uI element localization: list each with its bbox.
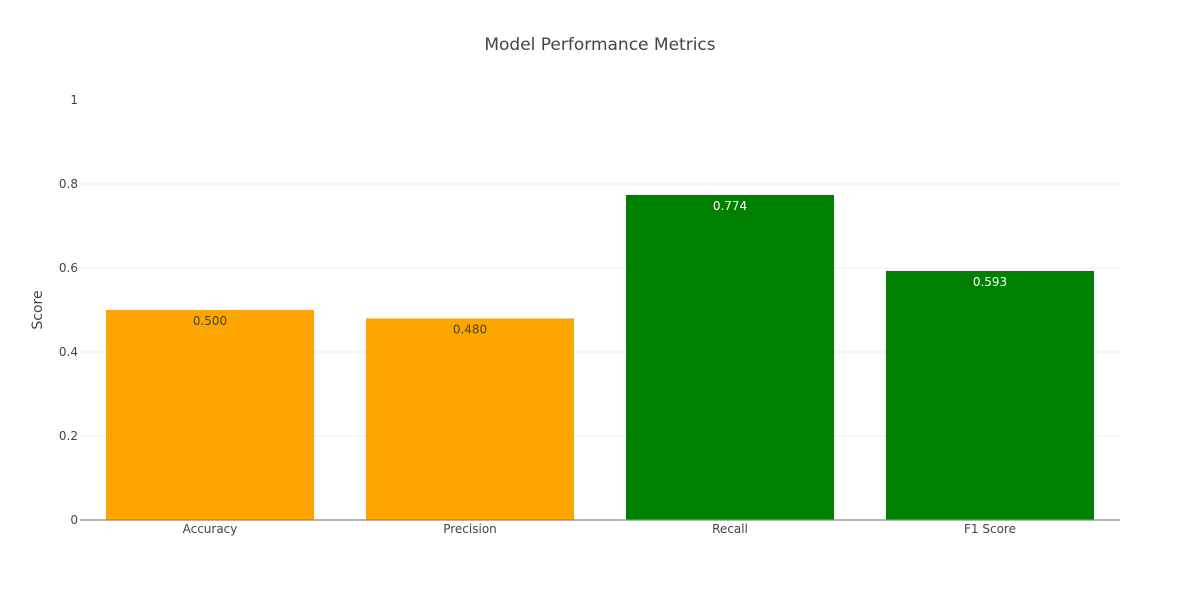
bar xyxy=(106,310,314,520)
y-tick-label: 0.6 xyxy=(59,261,78,275)
y-axis-ticks: 0 0.2 0.4 0.6 0.8 1 xyxy=(59,93,78,527)
x-tick-label: Recall xyxy=(712,522,748,536)
bar-value-label: 0.593 xyxy=(973,275,1007,289)
y-tick-label: 0.4 xyxy=(59,345,78,359)
bar xyxy=(366,318,574,520)
x-tick-label: F1 Score xyxy=(964,522,1016,536)
x-tick-label: Accuracy xyxy=(183,522,238,536)
y-axis-title: Score xyxy=(30,290,46,329)
x-axis-ticks: Accuracy Precision Recall F1 Score xyxy=(183,522,1016,536)
bar-value-label: 0.774 xyxy=(713,199,747,213)
y-tick-label: 0.2 xyxy=(59,429,78,443)
bar xyxy=(626,194,834,521)
bars xyxy=(106,194,1094,521)
x-tick-label: Precision xyxy=(443,522,497,536)
bar-value-label: 0.480 xyxy=(453,322,487,336)
bar-value-label: 0.500 xyxy=(193,314,227,328)
y-tick-label: 0.8 xyxy=(59,177,78,191)
chart-title: Model Performance Metrics xyxy=(484,35,715,55)
y-tick-label: 1 xyxy=(70,93,78,107)
y-tick-label: 0 xyxy=(70,513,78,527)
bar xyxy=(886,270,1094,520)
bar-value-labels: 0.500 0.480 0.774 0.593 xyxy=(193,199,1007,336)
